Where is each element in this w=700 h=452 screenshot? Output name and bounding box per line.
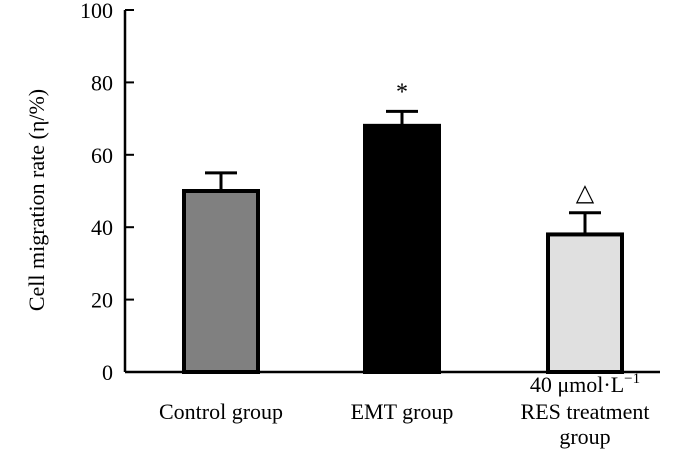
significance-mark: △: [576, 181, 595, 207]
bar: [363, 123, 441, 374]
y-tick-label: 80: [91, 70, 113, 95]
bar: [546, 232, 624, 374]
category-label: group: [559, 424, 610, 449]
y-tick-label: 60: [91, 143, 113, 168]
error-bars-group: [205, 109, 601, 235]
y-tick-label: 40: [91, 215, 113, 240]
y-tick-label: 0: [102, 360, 113, 385]
category-label: Control group: [159, 399, 283, 424]
y-tick-label: 100: [80, 0, 113, 23]
y-tick-label: 20: [91, 288, 113, 313]
category-label: EMT group: [351, 399, 454, 424]
y-axis-label: Cell migration rate (η/%): [24, 89, 49, 311]
category-label: RES treatment: [521, 399, 650, 424]
significance-mark: *: [396, 79, 408, 105]
bars-group: [182, 123, 624, 374]
category-label: 40 μmol·L−1: [530, 371, 640, 397]
bar: [182, 189, 260, 374]
significance-marks-group: *△: [396, 79, 595, 206]
